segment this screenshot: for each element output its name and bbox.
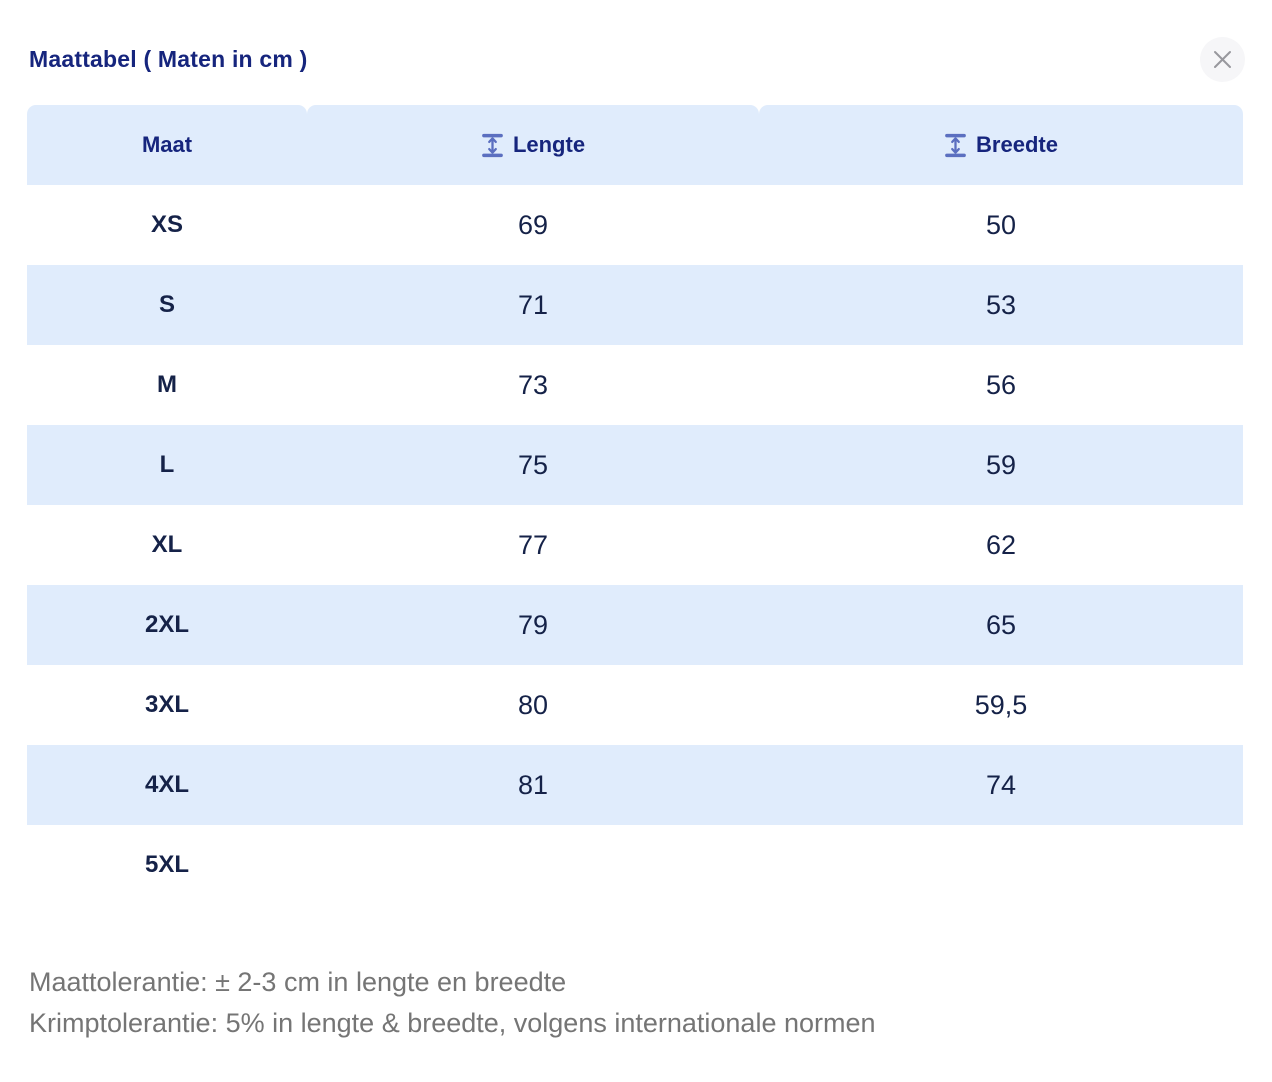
- table-row: XL 77 62: [27, 505, 1243, 585]
- table-row: 2XL 79 65: [27, 585, 1243, 665]
- cell-breedte: [759, 825, 1243, 905]
- cell-lengte: 69: [517, 209, 549, 240]
- cell-maat: 2XL: [144, 611, 189, 638]
- cell-maat: 5XL: [144, 851, 189, 878]
- close-icon: [1214, 50, 1231, 68]
- table-row: 3XL 80 59,5: [27, 665, 1243, 745]
- cell-lengte: 79: [517, 609, 549, 640]
- size-table-body: XS 69 50 S 71 53 M 73 56 L 75 59 XL 77: [27, 185, 1243, 905]
- header-cell-breedte: Breedte: [759, 105, 1243, 185]
- cell-maat: 4XL: [144, 771, 189, 798]
- table-row: M 73 56: [27, 345, 1243, 425]
- cell-maat: S: [158, 291, 175, 318]
- cell-maat: 3XL: [144, 691, 189, 718]
- shrink-note-line: Krimptolerantie: 5% in lengte & breedte,…: [29, 1008, 876, 1038]
- cell-lengte: 73: [517, 369, 549, 400]
- header-cell-maat: Maat: [27, 105, 307, 185]
- cell-breedte: 59,5: [974, 689, 1028, 720]
- modal-titlebar: Maattabel ( Maten in cm ): [0, 0, 1272, 82]
- header-cell-lengte: Lengte: [307, 105, 759, 185]
- table-row: XS 69 50: [27, 185, 1243, 265]
- cell-breedte: 56: [985, 369, 1017, 400]
- table-row: 5XL: [27, 825, 1243, 905]
- cell-lengte: [307, 825, 759, 905]
- table-row: S 71 53: [27, 265, 1243, 345]
- cell-maat: XS: [150, 211, 183, 238]
- table-row: 4XL 81 74: [27, 745, 1243, 825]
- tolerance-notes: Maattolerantie: ± 2-3 cm in lengte en br…: [29, 962, 1243, 1044]
- cell-maat: M: [157, 371, 177, 398]
- cell-breedte: 74: [985, 769, 1017, 800]
- cell-breedte: 62: [985, 529, 1017, 560]
- table-row: L 75 59: [27, 425, 1243, 505]
- cell-lengte: 75: [517, 449, 549, 480]
- cell-breedte: 65: [985, 609, 1017, 640]
- cell-breedte: 50: [985, 209, 1017, 240]
- header-label-breedte: Breedte: [976, 132, 1058, 157]
- cell-breedte: 59: [985, 449, 1017, 480]
- length-measure-icon: [482, 133, 503, 157]
- size-table: Maat Lengte: [27, 105, 1243, 905]
- width-measure-icon: [945, 133, 966, 157]
- cell-lengte: 81: [517, 769, 549, 800]
- close-button[interactable]: [1200, 36, 1245, 82]
- header-label-lengte: Lengte: [512, 132, 586, 157]
- cell-lengte: 80: [517, 689, 549, 720]
- modal-title: Maattabel ( Maten in cm ): [29, 45, 308, 72]
- cell-maat: XL: [151, 531, 183, 558]
- cell-lengte: 77: [517, 529, 549, 560]
- cell-breedte: 53: [985, 289, 1017, 320]
- size-table-header: Maat Lengte: [27, 105, 1243, 185]
- cell-lengte: 71: [517, 289, 549, 320]
- cell-maat: L: [159, 451, 175, 478]
- header-label-maat: Maat: [141, 132, 193, 157]
- tolerance-note-line: Maattolerantie: ± 2-3 cm in lengte en br…: [29, 967, 567, 997]
